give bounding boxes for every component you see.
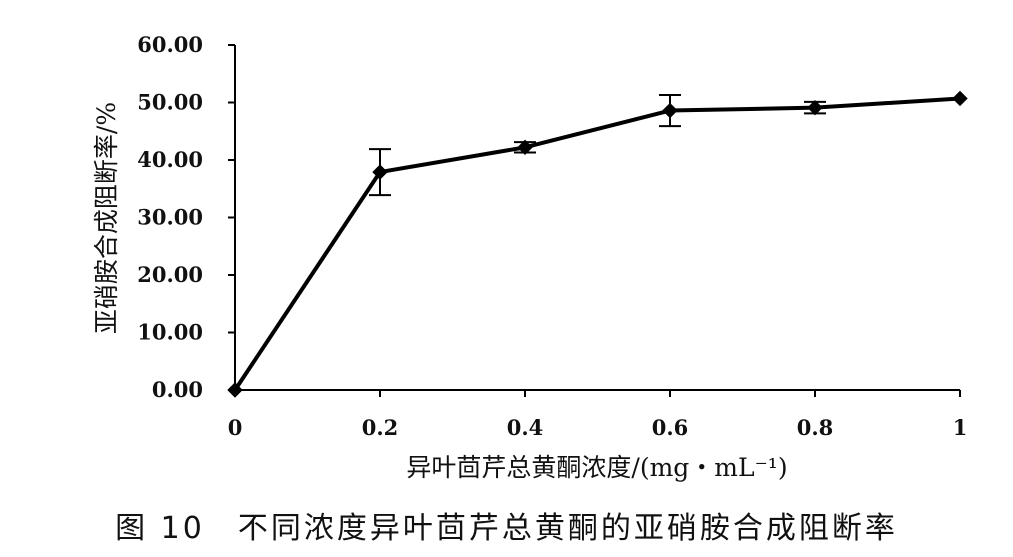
x-tick-label: 0.4 [507, 415, 544, 440]
series-layer [227, 90, 968, 398]
data-point [372, 164, 388, 180]
x-tick-label: 0.6 [652, 415, 689, 440]
series-line [233, 96, 961, 392]
y-tick-label: 60.00 [137, 32, 203, 57]
x-tick-label: 1 [953, 415, 968, 440]
y-tick-label: 40.00 [137, 147, 203, 172]
y-tick-label: 0.00 [152, 377, 203, 402]
figure-caption: 图 10 不同浓度异叶茴芹总黄酮的亚硝胺合成阻断率 [115, 511, 898, 546]
data-point [517, 139, 533, 156]
x-ticks: 0 0.2 0.4 0.6 0.8 1 [228, 390, 968, 440]
data-point [952, 90, 968, 107]
data-point [807, 99, 823, 116]
x-tick-label: 0.8 [797, 415, 834, 440]
y-tick-label: 20.00 [137, 262, 203, 287]
data-point [227, 382, 243, 398]
x-tick-label: 0 [228, 415, 243, 440]
y-ticks: 0.00 10.00 20.00 30.00 40.00 50.00 60.00 [137, 32, 235, 402]
axes [234, 45, 960, 391]
x-axis-title: 异叶茴芹总黄酮浓度/(mg・mL⁻¹) [406, 453, 787, 482]
data-point [662, 102, 678, 119]
y-tick-label: 30.00 [137, 205, 203, 230]
x-tick-label: 0.2 [362, 415, 399, 440]
y-axis-title: 亚硝胺合成阻断率/% [92, 102, 121, 334]
y-tick-label: 10.00 [137, 320, 203, 345]
y-tick-label: 50.00 [137, 90, 203, 115]
